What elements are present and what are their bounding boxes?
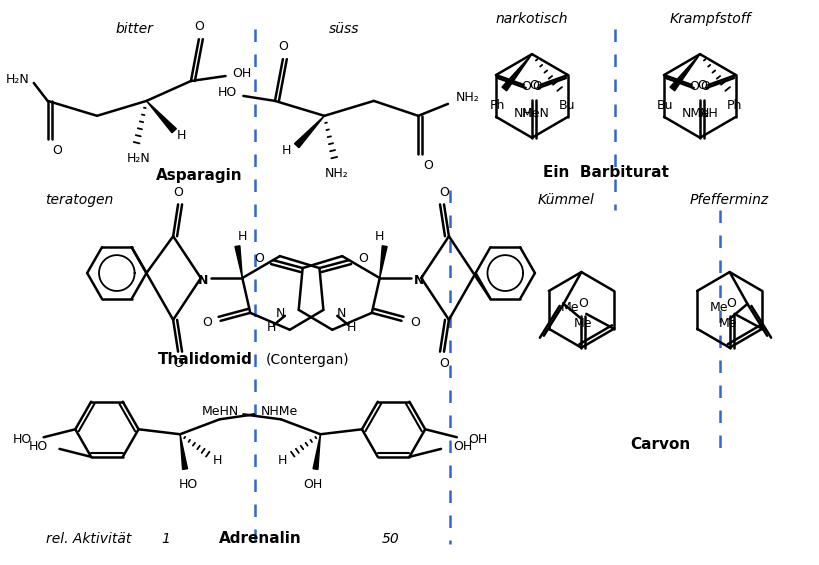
Text: Me: Me: [573, 318, 592, 331]
Text: narkotisch: narkotisch: [495, 12, 568, 27]
Text: H: H: [238, 230, 247, 243]
Text: HO: HO: [29, 440, 48, 453]
Text: Ph: Ph: [489, 99, 505, 112]
Text: O: O: [532, 80, 542, 93]
Text: N: N: [336, 307, 346, 320]
Text: Thalidomid: Thalidomid: [158, 352, 253, 367]
Polygon shape: [379, 246, 387, 278]
Text: O: O: [173, 186, 183, 199]
Text: O: O: [438, 357, 448, 370]
Text: OH: OH: [468, 433, 487, 446]
Text: H₂N: H₂N: [126, 152, 150, 165]
Text: O: O: [699, 80, 709, 93]
Text: N: N: [414, 273, 424, 286]
Text: O: O: [173, 357, 183, 370]
Text: MeHN: MeHN: [202, 405, 239, 418]
Text: Carvon: Carvon: [630, 437, 690, 451]
Text: NH₂: NH₂: [324, 167, 348, 180]
Text: Adrenalin: Adrenalin: [219, 531, 301, 546]
Polygon shape: [294, 116, 324, 147]
Text: Bu: Bu: [558, 99, 574, 112]
Text: H: H: [278, 454, 287, 467]
Text: O: O: [577, 297, 587, 310]
Text: Pfefferminz: Pfefferminz: [690, 193, 768, 207]
Polygon shape: [669, 54, 699, 91]
Text: HO: HO: [12, 433, 32, 446]
Text: Me: Me: [560, 301, 579, 314]
Text: Krampfstoff: Krampfstoff: [668, 12, 749, 27]
Text: H: H: [282, 144, 292, 157]
Text: O: O: [423, 159, 432, 172]
Text: NHMe: NHMe: [260, 405, 298, 418]
Text: süss: süss: [328, 22, 359, 36]
Text: MeN: MeN: [522, 107, 550, 120]
Text: O: O: [726, 297, 735, 310]
Text: O: O: [358, 251, 368, 264]
Text: O: O: [521, 80, 531, 93]
Text: O: O: [528, 80, 538, 93]
Text: O: O: [52, 144, 62, 157]
Text: H₂N: H₂N: [6, 72, 29, 85]
Text: O: O: [696, 80, 706, 93]
Text: Ein  Barbiturat: Ein Barbiturat: [542, 165, 668, 180]
Text: H: H: [374, 230, 384, 243]
Text: OH: OH: [232, 67, 251, 80]
Text: Bu: Bu: [656, 99, 673, 112]
Text: O: O: [689, 80, 699, 93]
Text: O: O: [201, 316, 211, 329]
Text: 1: 1: [161, 532, 170, 546]
Polygon shape: [235, 246, 242, 278]
Text: Me: Me: [708, 301, 727, 314]
Text: 50: 50: [382, 532, 399, 546]
Text: H: H: [266, 321, 275, 334]
Text: rel. Aktivität: rel. Aktivität: [46, 532, 131, 546]
Text: NH: NH: [514, 107, 532, 120]
Text: H: H: [346, 321, 355, 334]
Polygon shape: [501, 54, 532, 91]
Text: O: O: [193, 20, 204, 33]
Text: H: H: [213, 454, 222, 467]
Text: Kümmel: Kümmel: [537, 193, 595, 207]
Text: Ph: Ph: [726, 99, 741, 112]
Text: Asparagin: Asparagin: [156, 168, 242, 183]
Text: O: O: [438, 186, 448, 199]
Text: OH: OH: [452, 440, 472, 453]
Text: HO: HO: [179, 477, 197, 490]
Text: O: O: [410, 316, 420, 329]
Text: NMe: NMe: [681, 107, 709, 120]
Text: OH: OH: [302, 477, 322, 490]
Polygon shape: [313, 434, 320, 470]
Text: N: N: [197, 273, 208, 286]
Text: H: H: [176, 129, 186, 142]
Text: HO: HO: [218, 86, 238, 99]
Text: O: O: [254, 251, 264, 264]
Text: O: O: [278, 40, 287, 53]
Polygon shape: [180, 434, 188, 470]
Text: N: N: [276, 307, 285, 320]
Polygon shape: [147, 101, 176, 133]
Text: NH: NH: [699, 107, 717, 120]
Text: Me: Me: [717, 318, 736, 331]
Text: (Contergan): (Contergan): [265, 353, 349, 367]
Text: bitter: bitter: [115, 22, 153, 36]
Text: NH₂: NH₂: [455, 92, 479, 105]
Text: teratogen: teratogen: [45, 193, 113, 207]
